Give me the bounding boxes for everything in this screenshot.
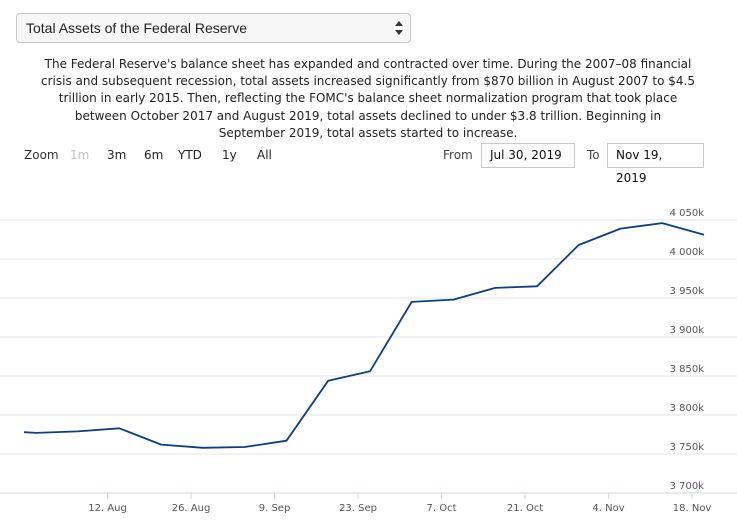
chart-description: The Federal Reserve's balance sheet has … <box>41 57 695 140</box>
x-tick-label: 7. Oct <box>427 503 457 514</box>
x-tick-label: 12. Aug <box>88 503 127 514</box>
range-to-input[interactable]: Nov 19, 2019 <box>607 143 704 185</box>
series-line <box>23 222 705 449</box>
x-tick-label: 4. Nov <box>592 503 624 514</box>
y-tick-label: 3 950k <box>670 286 705 297</box>
y-tick-label: 3 750k <box>670 442 705 453</box>
dataset-select[interactable]: Total Assets of the Federal Reserve <box>16 13 411 43</box>
y-tick-label: 3 900k <box>670 325 705 336</box>
dataset-select-value: Total Assets of the Federal Reserve <box>26 20 247 36</box>
range-to-label: To <box>587 148 600 162</box>
zoom-label: Zoom <box>24 148 59 162</box>
zoom-1y-button[interactable]: 1y <box>222 148 237 162</box>
x-tick-label: 9. Sep <box>259 503 291 514</box>
range-from-label: From <box>443 148 473 162</box>
y-tick-label: 3 700k <box>670 481 705 492</box>
y-tick-label: 3 800k <box>670 403 705 414</box>
select-arrows-icon <box>395 21 403 35</box>
x-tick-label: 18. Nov <box>673 503 712 514</box>
range-from-input[interactable]: Jul 30, 2019 <box>481 143 575 168</box>
zoom-6m-button[interactable]: 6m <box>144 148 164 162</box>
y-tick-label: 4 050k <box>670 208 705 219</box>
zoom-3m-button[interactable]: 3m <box>107 148 127 162</box>
x-tick-label: 26. Aug <box>172 503 211 514</box>
zoom-1m-button[interactable]: 1m <box>70 148 90 162</box>
x-tick-label: 21. Oct <box>507 503 543 514</box>
y-tick-label: 4 000k <box>670 247 705 258</box>
y-tick-label: 3 850k <box>670 364 705 375</box>
zoom-all-button[interactable]: All <box>257 148 272 162</box>
x-tick-label: 23. Sep <box>339 503 377 514</box>
zoom-ytd-button[interactable]: YTD <box>178 148 202 162</box>
